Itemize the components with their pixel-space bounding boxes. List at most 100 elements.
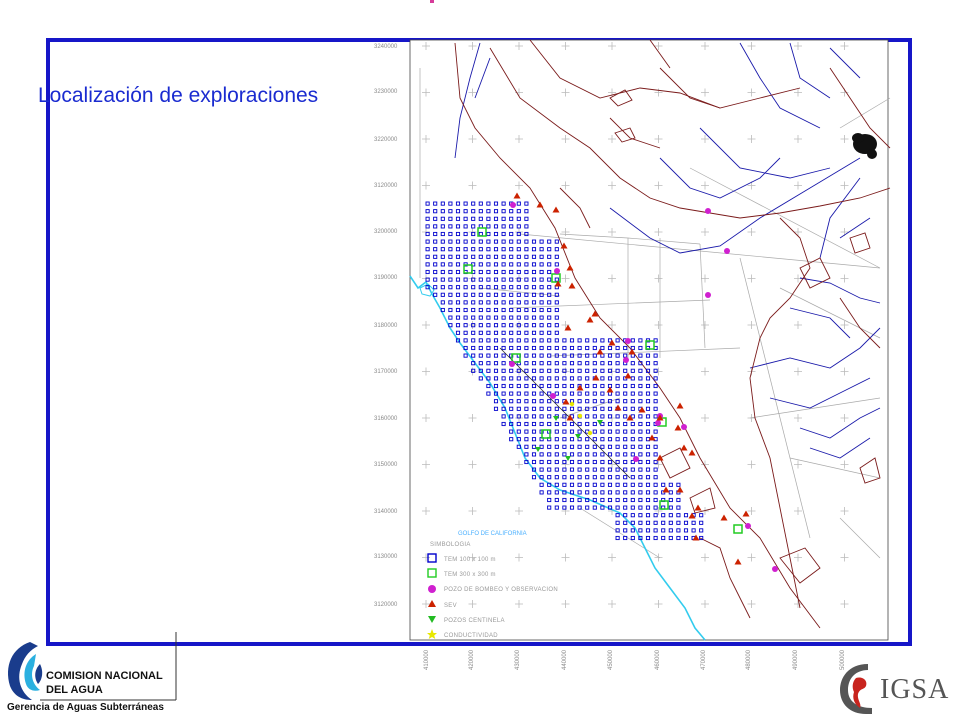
sev-point: [734, 558, 742, 565]
well-point: [705, 292, 711, 298]
tem-100-point: [554, 300, 559, 305]
tem-100-point: [531, 285, 537, 290]
tem-100-point: [531, 353, 537, 358]
tem-100-point: [607, 368, 613, 373]
tem-100-point: [638, 399, 643, 404]
tem-100-point: [645, 497, 651, 503]
tem-100-point: [615, 414, 620, 419]
tem-100-point: [486, 361, 491, 366]
tem-100-point: [547, 490, 552, 495]
tem-100-point: [509, 330, 514, 335]
tem-100-point: [478, 376, 483, 381]
tem-100-point: [493, 338, 499, 343]
tem-100-point: [577, 421, 582, 427]
tem-100-point: [554, 345, 559, 351]
tem-100-point: [547, 330, 552, 335]
tem-100-point: [569, 353, 575, 358]
tem-100-point: [623, 497, 628, 503]
tem-100-point: [638, 376, 643, 381]
sev-point: [688, 449, 696, 456]
tem-100-point: [607, 399, 613, 404]
tem-100-point: [585, 452, 590, 457]
tem-100-point: [623, 490, 628, 495]
tem-100-point: [516, 429, 521, 434]
tem-100-point: [638, 429, 643, 434]
tem-100-point: [440, 224, 445, 229]
tem-100-point: [478, 361, 483, 366]
tem-100-point: [440, 292, 445, 297]
sev-point: [554, 280, 562, 287]
tem-100-point: [463, 285, 468, 290]
tem-100-point: [486, 285, 491, 290]
tem-100-point: [607, 345, 613, 351]
tem-100-point: [623, 383, 628, 389]
tem-100-point: [562, 475, 567, 480]
tem-100-point: [554, 368, 559, 373]
x-tick-label: 410000: [424, 649, 430, 670]
tem-100-point: [554, 383, 559, 389]
tem-100-point: [554, 475, 559, 480]
tem-100-point: [478, 338, 483, 343]
tem-100-point: [653, 452, 658, 457]
tem-100-point: [463, 300, 468, 305]
tem-100-point: [547, 482, 552, 487]
tem-100-point: [463, 330, 468, 335]
y-tick-label: 3220000: [374, 137, 398, 143]
tem-100-point: [440, 262, 445, 267]
tem-100-point: [539, 285, 544, 290]
tem-100-point: [478, 216, 483, 221]
tem-100-point: [501, 353, 506, 358]
tem-100-point: [661, 513, 666, 518]
tem-100-point: [455, 262, 461, 267]
tem-100-point: [486, 345, 491, 351]
tem-100-point: [539, 444, 544, 449]
tem-100-point: [668, 528, 673, 533]
tem-100-point: [478, 323, 483, 328]
tem-100-point: [516, 437, 521, 442]
tem-100-point: [554, 262, 559, 267]
tem-100-point: [478, 292, 483, 297]
tem-100-point: [554, 315, 559, 320]
tem-100-point: [516, 269, 521, 275]
tem-100-point: [638, 459, 643, 465]
tem-100-point: [577, 376, 582, 381]
tem-100-point: [577, 353, 582, 358]
tem-100-point: [600, 391, 605, 396]
tem-100-point: [531, 383, 537, 389]
tem-100-point: [562, 361, 567, 366]
tem-100-point: [547, 269, 552, 275]
conagua-swoosh-icon: [8, 642, 38, 700]
tem-100-point: [471, 330, 476, 335]
tem-100-point: [645, 520, 651, 525]
tem-100-point: [516, 292, 521, 297]
tem-100-point: [569, 376, 575, 381]
conductivity-points: [569, 401, 593, 436]
tem-100-point: [486, 254, 491, 259]
tem-100-point: [569, 345, 575, 351]
tem-100-point: [630, 475, 635, 480]
tem-100-point: [539, 345, 544, 351]
tem-100-point: [471, 216, 476, 221]
tem-100-point: [478, 300, 483, 305]
tem-100-point: [547, 383, 552, 389]
yellow-star-icon: [427, 629, 437, 639]
tem-100-point: [607, 452, 613, 457]
sev-point: [688, 512, 696, 519]
tem-100-point: [524, 437, 529, 442]
tem-100-point: [615, 376, 620, 381]
tem-100-point: [600, 505, 605, 510]
tem-100-point: [592, 429, 597, 434]
tem-100-point: [607, 414, 613, 419]
tem-100-point: [615, 421, 620, 427]
tem-100-point: [425, 285, 430, 290]
tem-100-point: [524, 421, 529, 427]
tem-100-point: [471, 292, 476, 297]
tem-100-point: [562, 437, 567, 442]
tem-100-point: [448, 277, 453, 282]
tem-100-point: [554, 292, 559, 297]
tem-100-point: [539, 421, 544, 427]
tem-100-point: [486, 231, 491, 237]
tem-300-point: [463, 264, 473, 274]
tem-100-point: [509, 421, 514, 427]
tem-100-point: [630, 505, 635, 510]
